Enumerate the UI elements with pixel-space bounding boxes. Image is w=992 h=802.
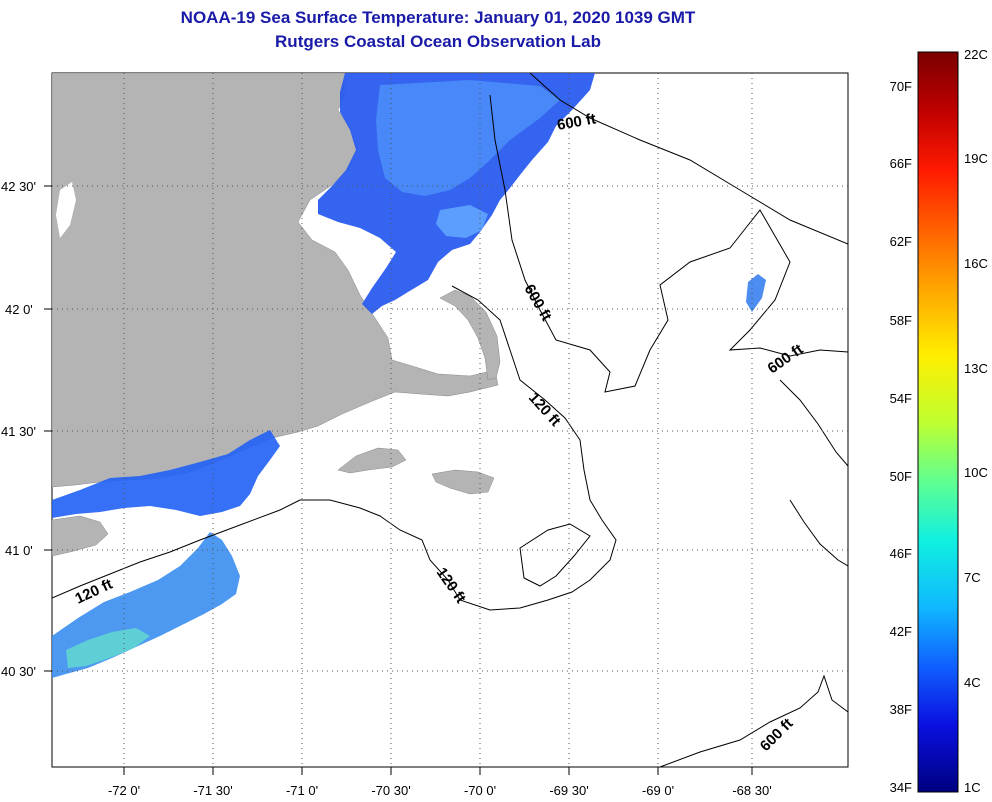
colorbar-celsius-labels: 22C 19C 16C 13C 10C 7C 4C 1C [964, 47, 988, 795]
contour-600ft-basin [489, 94, 848, 393]
lon-label: -69 30' [549, 783, 588, 798]
lon-label: -71 0' [286, 783, 318, 798]
frame-ticks [44, 185, 753, 775]
land-marthas-vineyard [337, 447, 407, 474]
contour-label-600ft: 600 ft [556, 110, 598, 134]
colorbar-label-c: 1C [964, 780, 981, 795]
longitude-labels: -72 0' -71 30' -71 0' -70 30' -70 0' -69… [108, 783, 772, 798]
title-line-2: Rutgers Coastal Ocean Observation Lab [275, 32, 601, 51]
colorbar-label-c: 13C [964, 361, 988, 376]
colorbar-fahrenheit-labels: 70F 66F 62F 58F 54F 50F 46F 42F 38F 34F [890, 79, 912, 795]
colorbar-label-f: 46F [890, 546, 912, 561]
sst-patch-georges [746, 274, 766, 312]
contour-120ft-south [52, 499, 301, 599]
colorbar-label-f: 54F [890, 391, 912, 406]
lat-label: 41 30' [1, 424, 36, 439]
sst-patch-shelf-warm [66, 628, 150, 668]
lon-label: -72 0' [108, 783, 140, 798]
latitude-labels: 42 30' 42 0' 41 30' 41 0' 40 30' [1, 179, 36, 679]
contour-600ft-gulf [529, 73, 848, 245]
colorbar-label-c: 22C [964, 47, 988, 62]
lon-label: -70 30' [371, 783, 410, 798]
inland-water [56, 182, 76, 238]
contour-east-shelf [779, 379, 848, 467]
contour-east-shelf-2 [789, 499, 848, 567]
colorbar-label-c: 10C [964, 465, 988, 480]
colorbar [917, 51, 959, 793]
land-long-island [52, 515, 109, 557]
colorbar-label-c: 19C [964, 151, 988, 166]
colorbar-label-f: 50F [890, 469, 912, 484]
title-line-1: NOAA-19 Sea Surface Temperature: January… [181, 8, 696, 27]
colorbar-label-f: 42F [890, 624, 912, 639]
lat-label: 42 30' [1, 179, 36, 194]
colorbar-label-f: 58F [890, 313, 912, 328]
map-content [52, 73, 848, 767]
sst-patch-bay [436, 205, 488, 238]
contour-600ft-south [659, 674, 848, 767]
lon-label: -70 0' [464, 783, 496, 798]
lon-label: -69 0' [642, 783, 674, 798]
land-nantucket [431, 469, 495, 495]
colorbar-label-f: 70F [890, 79, 912, 94]
lat-label: 42 0' [5, 302, 33, 317]
colorbar-label-c: 7C [964, 570, 981, 585]
contour-georges-shoals [519, 523, 591, 587]
lat-label: 40 30' [1, 664, 36, 679]
contour-120ft-cape [300, 285, 617, 611]
colorbar-label-f: 66F [890, 156, 912, 171]
colorbar-label-f: 62F [890, 234, 912, 249]
colorbar-label-f: 34F [890, 780, 912, 795]
colorbar-label-c: 4C [964, 675, 981, 690]
bathymetry-contours [52, 73, 848, 767]
sst-patch-south-coast [52, 430, 280, 518]
lon-label: -71 30' [193, 783, 232, 798]
colorbar-label-f: 38F [890, 702, 912, 717]
grid-lines [52, 73, 848, 767]
lon-label: -68 30' [732, 783, 771, 798]
colorbar-label-c: 16C [964, 256, 988, 271]
sst-patch-gulf-of-maine-light [376, 80, 560, 196]
lat-label: 41 0' [5, 543, 33, 558]
